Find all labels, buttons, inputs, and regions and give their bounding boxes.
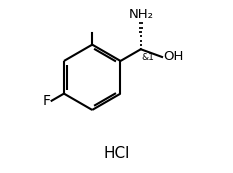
Text: HCl: HCl [103, 146, 130, 161]
Text: F: F [42, 94, 50, 108]
Text: NH₂: NH₂ [128, 8, 153, 21]
Text: &1: &1 [142, 53, 155, 62]
Text: OH: OH [163, 51, 184, 63]
